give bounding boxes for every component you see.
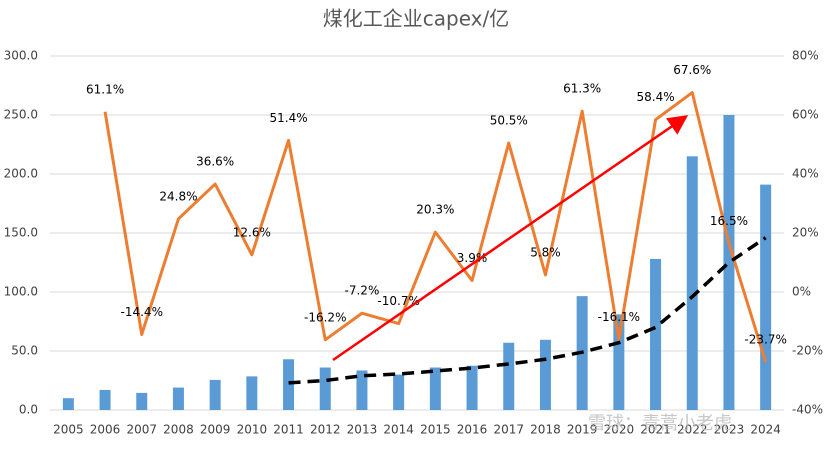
data-label: 36.6% (196, 155, 234, 169)
x-tick-label: 2017 (493, 423, 524, 437)
y2-tick-label: -20% (792, 344, 823, 358)
bar (393, 374, 405, 410)
data-label: -16.1% (598, 310, 640, 324)
y-tick-label: 100.0 (4, 285, 38, 299)
x-tick-label: 2007 (126, 423, 157, 437)
bar (613, 314, 625, 410)
y-tick-label: 300.0 (4, 49, 38, 63)
data-label: 12.6% (233, 225, 271, 239)
y-tick-label: 150.0 (4, 226, 38, 240)
bar (209, 379, 221, 410)
data-label: -14.4% (121, 305, 163, 319)
y2-tick-label: -40% (792, 403, 823, 417)
bar (539, 339, 551, 410)
x-tick-label: 2009 (200, 423, 231, 437)
data-label: 3.9% (457, 251, 488, 265)
x-tick-label: 2016 (457, 423, 488, 437)
x-tick-label: 2020 (604, 423, 635, 437)
data-label: 20.3% (416, 203, 454, 217)
bar (503, 342, 515, 410)
y-tick-label: 50.0 (11, 344, 38, 358)
x-tick-label: 2019 (567, 423, 598, 437)
bar (319, 367, 331, 410)
trend-line (288, 236, 767, 385)
data-label: 61.1% (86, 82, 124, 96)
growth-line (103, 91, 768, 363)
plot-area: 0.0 50.0 100.0 150.0 200.0 250.0 300.0 -40% -20%… (4, 49, 823, 437)
x-tick-label: 2012 (310, 423, 341, 437)
x-tick-label: 2023 (714, 423, 745, 437)
data-label: 61.3% (563, 82, 601, 96)
bar (723, 115, 735, 410)
data-label: 51.4% (269, 111, 307, 125)
trend-arrow (332, 115, 689, 362)
x-tick-label: 2011 (273, 423, 304, 437)
data-label: 67.6% (673, 63, 711, 77)
y2-tick-label: 80% (792, 49, 819, 63)
bar (686, 156, 698, 410)
bar (246, 376, 258, 410)
data-label: -23.7% (744, 332, 786, 346)
data-label: 58.4% (636, 90, 674, 104)
data-label: -7.2% (345, 284, 380, 298)
bar (136, 392, 148, 410)
x-tick-label: 2021 (640, 423, 671, 437)
data-label: 16.5% (710, 214, 748, 228)
bar (62, 398, 74, 410)
x-tick-label: 2018 (530, 423, 561, 437)
y-tick-label: 0.0 (19, 403, 38, 417)
y2-tick-label: 20% (792, 226, 819, 240)
bar (760, 184, 772, 410)
bar (283, 359, 295, 410)
x-tick-label: 2005 (53, 423, 84, 437)
x-tick-label: 2006 (90, 423, 121, 437)
x-tick-label: 2022 (677, 423, 708, 437)
bar (466, 365, 478, 410)
bar (99, 389, 111, 410)
data-label: 5.8% (530, 245, 561, 259)
watermark: 雪球：青蒿小老虎 (588, 413, 732, 434)
y-tick-label: 250.0 (4, 108, 38, 122)
y-tick-label: 200.0 (4, 167, 38, 181)
x-tick-label: 2008 (163, 423, 194, 437)
y2-tick-label: 60% (792, 108, 819, 122)
data-label: -10.7% (377, 294, 419, 308)
x-tick-label: 2010 (237, 423, 268, 437)
bar (172, 387, 184, 410)
y2-tick-label: 40% (792, 167, 819, 181)
x-tick-label: 2013 (347, 423, 378, 437)
data-label: -16.2% (304, 310, 346, 324)
x-tick-label: 2015 (420, 423, 451, 437)
chart-title: 煤化工企业capex/亿 (323, 7, 509, 31)
x-tick-label: 2024 (750, 423, 781, 437)
bar (356, 370, 368, 410)
bar (650, 258, 662, 410)
y2-tick-label: 0% (792, 285, 811, 299)
bar (429, 367, 441, 410)
data-label: 24.8% (159, 189, 197, 203)
x-tick-label: 2014 (383, 423, 414, 437)
data-label: 50.5% (490, 114, 528, 128)
